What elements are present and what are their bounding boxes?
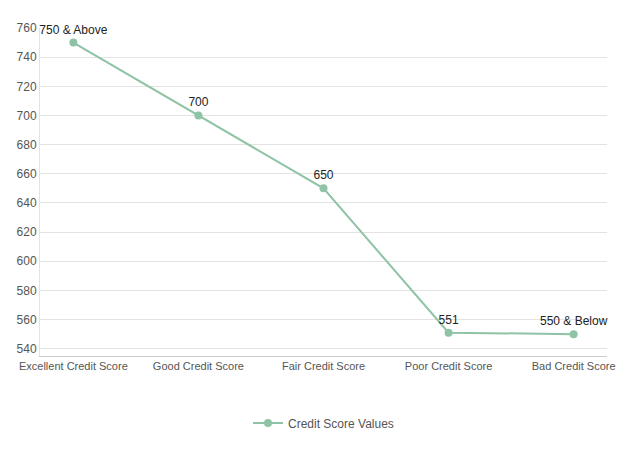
svg-text:740: 740 (17, 50, 37, 64)
svg-text:650: 650 (313, 168, 333, 182)
svg-text:620: 620 (17, 225, 37, 239)
svg-text:680: 680 (17, 138, 37, 152)
svg-text:750 & Above: 750 & Above (39, 23, 107, 37)
svg-text:550 & Below: 550 & Below (540, 314, 608, 328)
svg-text:Excellent Credit Score: Excellent Credit Score (19, 360, 128, 372)
svg-text:700: 700 (17, 109, 37, 123)
svg-text:760: 760 (17, 21, 37, 35)
svg-text:560: 560 (17, 313, 37, 327)
svg-text:580: 580 (17, 284, 37, 298)
svg-text:700: 700 (188, 95, 208, 109)
svg-text:Good Credit Score: Good Credit Score (153, 360, 244, 372)
svg-text:551: 551 (439, 313, 459, 327)
svg-text:640: 640 (17, 196, 37, 210)
svg-text:660: 660 (17, 167, 37, 181)
svg-text:Fair Credit Score: Fair Credit Score (282, 360, 365, 372)
svg-text:Credit Score Values: Credit Score Values (288, 417, 394, 431)
svg-text:Bad Credit Score: Bad Credit Score (532, 360, 616, 372)
svg-text:720: 720 (17, 80, 37, 94)
svg-text:600: 600 (17, 254, 37, 268)
svg-text:540: 540 (17, 342, 37, 356)
svg-text:Poor Credit Score: Poor Credit Score (405, 360, 492, 372)
